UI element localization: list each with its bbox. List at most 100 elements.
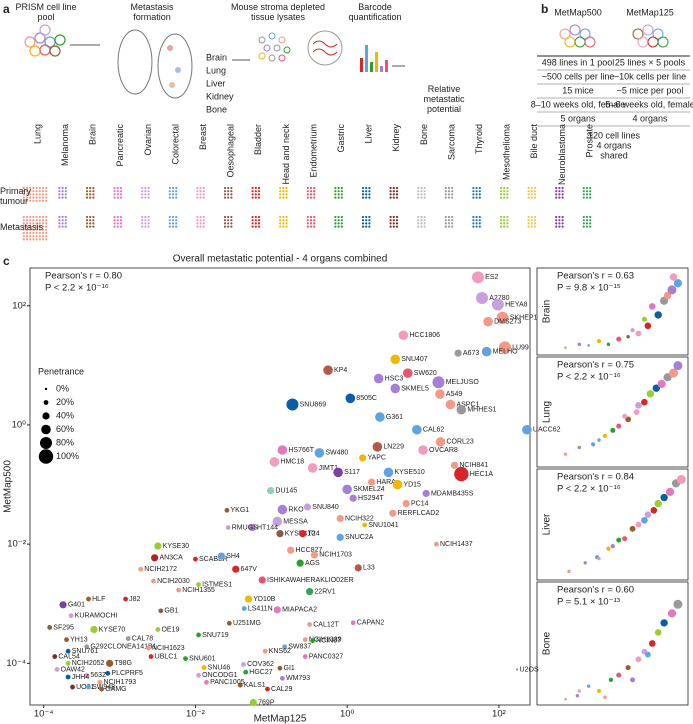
point [575, 694, 580, 698]
lineage-dot [25, 231, 29, 235]
legend-swatch [40, 437, 52, 449]
point [610, 427, 616, 433]
lineage-dot [199, 193, 202, 196]
point-label: CAL12T [313, 621, 339, 628]
point [217, 552, 226, 560]
lineage-dot [417, 225, 420, 228]
lineage-dot [41, 238, 45, 241]
lineage-dot [230, 196, 233, 199]
lineage-dot [334, 222, 337, 225]
point-label: YKG1 [231, 507, 250, 514]
lineage-dot [61, 186, 64, 190]
lineage-dot [527, 193, 530, 196]
point-label: GB1 [164, 608, 178, 615]
lineage-dot [89, 222, 92, 225]
lineage-dot [254, 225, 257, 228]
lineage-dot [589, 215, 592, 219]
point [123, 596, 128, 602]
point [90, 625, 98, 634]
point-label: HEC1A [470, 471, 494, 478]
point [68, 613, 74, 619]
legend-label: 60% [56, 424, 74, 434]
lineage-dot [64, 190, 67, 193]
lineage-dot [361, 222, 365, 225]
organ-title: Bone [542, 631, 553, 655]
lineage-dot [61, 190, 64, 193]
plot-frame [29, 267, 531, 706]
point [267, 487, 275, 495]
point-label: HLF [92, 596, 105, 603]
lineage-dot [58, 193, 61, 196]
lineage-dot [361, 219, 365, 222]
lineage-dot [141, 222, 144, 225]
lineage-dot [64, 196, 67, 199]
lineage-dot [116, 190, 119, 193]
lineage-dot [25, 225, 29, 228]
point [314, 448, 325, 458]
lineage-dot [61, 196, 64, 199]
point-label: COV362 [247, 661, 274, 668]
lineage-dot [168, 196, 171, 199]
lineage-dot [35, 231, 38, 235]
point-label: MELHO [493, 348, 518, 355]
lineage-dot [41, 196, 45, 199]
point-label: HCC1806 [409, 332, 440, 339]
point-label: OAW42 [61, 666, 85, 673]
point [625, 665, 631, 671]
point [359, 454, 367, 462]
lineage-dot [147, 222, 150, 225]
lineage-label: Kidney [391, 124, 401, 152]
lineage-dot [116, 215, 119, 219]
lineage-dot [313, 190, 316, 193]
lineage-dot [478, 215, 481, 219]
table-cell: ~5 mice per pool [617, 85, 684, 95]
point [646, 390, 655, 398]
point [418, 445, 428, 455]
lineage-dot [175, 186, 178, 190]
point-label: ONCODG1 [202, 672, 238, 679]
point [435, 437, 446, 447]
lineage-dot [589, 190, 592, 193]
point [193, 556, 198, 562]
lineage-dot [22, 238, 25, 241]
lineage-dot [558, 222, 561, 225]
legend-label: 20% [56, 397, 74, 407]
point [183, 656, 188, 662]
point [244, 595, 253, 603]
point-label: SNU46 [208, 664, 231, 671]
point [660, 619, 668, 627]
lineage-dot [282, 190, 285, 193]
point-label: MHHES1 [467, 407, 496, 414]
lineage-dot [472, 186, 475, 190]
point [390, 383, 401, 394]
organ-title: Liver [542, 513, 553, 535]
lineage-dot [199, 196, 202, 199]
point [336, 514, 344, 523]
lineage-dot [45, 196, 48, 199]
point-label: KNS62 [269, 648, 291, 655]
point [349, 494, 357, 502]
point-label: HT144 [257, 524, 278, 531]
lineage-dot [202, 190, 205, 193]
lineage-dot [475, 190, 478, 193]
lineage-dot [444, 186, 447, 190]
lineage-dot [85, 225, 89, 228]
point [138, 566, 144, 572]
lineage-dot [64, 215, 67, 219]
lineage-dot [561, 225, 564, 228]
point [654, 311, 662, 319]
lineage-dot [279, 222, 282, 225]
lineage-dot [472, 219, 475, 222]
point [654, 499, 662, 508]
lineage-dot [558, 193, 561, 196]
lineage-dot [92, 186, 95, 190]
lineage-dot [45, 193, 48, 196]
lineage-dot [38, 199, 41, 202]
point [65, 660, 71, 666]
lineage-dot [85, 219, 89, 222]
point [383, 467, 394, 478]
lineage-dot [530, 225, 533, 228]
lineage-dot [61, 222, 64, 225]
lineage-dot [527, 196, 530, 199]
lineage-label: Pancreatic [115, 124, 125, 167]
